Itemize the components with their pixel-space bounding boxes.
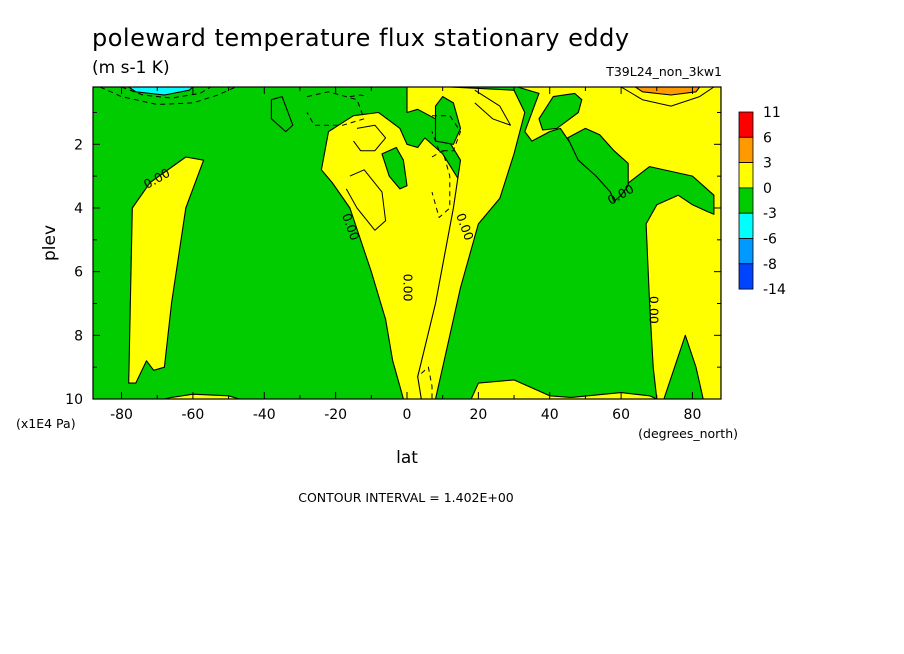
y-tick-label: 2 <box>74 137 83 153</box>
colorbar-swatch <box>738 111 754 138</box>
contour-line-2 <box>306 91 365 126</box>
y-tick-label: 8 <box>74 328 83 344</box>
x-tick-label: -20 <box>324 407 347 423</box>
region-nh-green-island-mid <box>567 127 629 203</box>
x-unit-label: (degrees_north) <box>638 426 738 441</box>
colorbar-level-label: -6 <box>763 232 777 248</box>
region-sh-positive-band <box>128 156 205 384</box>
colorbar-level-label: 11 <box>763 105 781 121</box>
region-nh-bottom-positive <box>470 379 658 399</box>
x-axis-label: lat <box>396 448 418 468</box>
region-top-orange <box>634 87 701 96</box>
contour-line-1 <box>121 87 212 99</box>
colorbar-swatch <box>738 263 754 290</box>
contour-line-3 <box>353 124 387 152</box>
contour-line-5 <box>431 115 461 152</box>
colorbar-level-label: -14 <box>763 282 786 298</box>
x-tick-label: 0 <box>403 407 412 423</box>
region-top-cyan <box>128 87 194 96</box>
contour-lines <box>99 87 715 399</box>
region-sh-low-band-small <box>163 393 240 399</box>
colorbar-level-label: 6 <box>763 130 772 146</box>
x-tick-label: -40 <box>253 407 276 423</box>
x-tick-label: 20 <box>469 407 487 423</box>
colorbar-level-label: -8 <box>763 257 777 273</box>
contour-label: 0.00 <box>647 296 662 324</box>
region-nh-main-positive <box>517 87 721 399</box>
region-nh-green-island-upper <box>538 92 583 131</box>
colorbar: 11 6 3 0 -3 -6 -8 -14 <box>738 105 786 298</box>
region-center-green-blob <box>381 146 408 190</box>
y-tick-label: 4 <box>74 201 83 217</box>
colorbar-level-label: 3 <box>763 156 772 172</box>
plot-area: 0.000.000.000.000.000.00 <box>92 86 722 400</box>
run-label: T39L24_non_3kw1 <box>605 64 722 79</box>
contour-line-4 <box>345 169 387 231</box>
colorbar-swatch <box>738 212 754 239</box>
colorbar-swatch <box>738 162 754 189</box>
x-axis: -80 -60 -40 -20 0 20 40 60 80 <box>110 87 701 423</box>
contour-line-10 <box>349 94 368 98</box>
x-tick-label: -80 <box>110 407 133 423</box>
colorbar-level-label: -3 <box>763 206 777 222</box>
x-tick-label: 80 <box>684 407 702 423</box>
y-axis: 2 4 6 8 10 <box>65 111 721 408</box>
y-tick-label: 6 <box>74 265 83 281</box>
x-tick-label: 40 <box>541 407 559 423</box>
contour-interval-text: CONTOUR INTERVAL = 1.402E+00 <box>298 490 514 505</box>
units-label: (m s-1 K) <box>92 58 170 78</box>
filled-regions <box>128 87 721 399</box>
contour-line-9 <box>420 366 433 399</box>
colorbar-swatch <box>738 187 754 214</box>
contour-line-0 <box>99 87 236 105</box>
contour-line-8 <box>620 87 715 107</box>
x-tick-label: -60 <box>181 407 204 423</box>
colorbar-swatch <box>738 136 754 164</box>
contour-line-7 <box>474 89 511 126</box>
colorbar-swatch <box>738 238 754 265</box>
contour-label: 0.00 <box>401 274 416 302</box>
x-tick-label: 60 <box>612 407 630 423</box>
y-unit-label: (x1E4 Pa) <box>16 416 76 431</box>
region-sh-green-upper <box>270 96 294 133</box>
colorbar-level-label: 0 <box>763 181 772 197</box>
y-axis-label: plev <box>40 225 60 261</box>
chart-title: poleward temperature flux stationary edd… <box>92 24 630 52</box>
contour-line-6 <box>431 150 451 218</box>
y-tick-label: 10 <box>65 392 83 408</box>
